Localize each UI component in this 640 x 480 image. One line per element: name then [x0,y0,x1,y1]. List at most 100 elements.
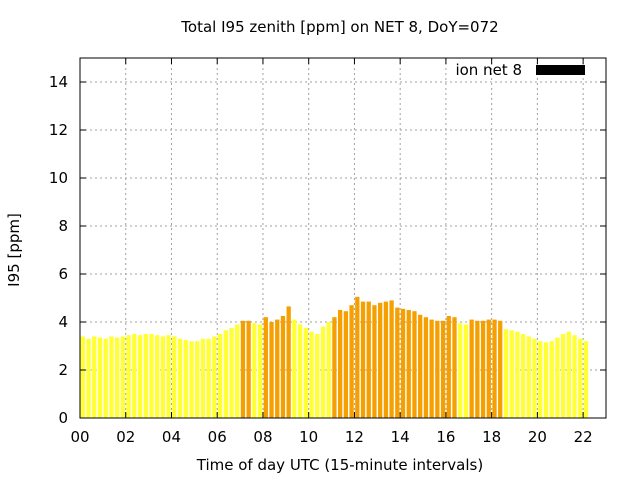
bar-30 [252,323,257,418]
x-tick-label: 18 [482,428,501,446]
bar-11 [143,334,148,418]
bar-57 [406,310,411,418]
bar-18 [183,340,188,418]
bar-66 [458,323,463,418]
bar-33 [269,322,274,418]
x-tick-label: 22 [574,428,593,446]
bar-82 [549,341,554,418]
bar-81 [543,342,549,418]
bar-15 [166,335,171,418]
bar-28 [240,320,246,418]
grid-lines [80,58,606,418]
bar-40 [309,331,314,418]
bar-64 [446,316,451,418]
bar-70 [480,320,486,418]
bar-58 [412,311,417,418]
x-tick-label: 20 [528,428,547,446]
bar-65 [452,317,457,418]
bar-48 [355,296,360,418]
bar-75 [509,330,514,418]
y-tick-label: 2 [58,361,68,379]
bar-76 [515,331,520,418]
bar-29 [246,320,251,418]
y-axis-label: I95 [ppm] [5,213,23,287]
bar-12 [149,334,154,418]
bar-19 [189,341,194,418]
x-tick-label: 12 [345,428,364,446]
bar-23 [212,336,217,418]
bar-87 [578,338,583,418]
bar-84 [560,334,566,418]
y-tick-label: 8 [58,217,68,235]
bar-6 [115,337,120,418]
bar-61 [429,319,434,418]
bar-series [80,296,589,418]
x-tick-label: 02 [116,428,135,446]
bar-24 [217,334,223,418]
bar-36 [286,306,291,418]
bar-78 [526,336,531,418]
bar-0 [80,336,85,418]
x-tick-label: 16 [436,428,455,446]
bar-35 [280,316,286,418]
bar-69 [475,320,480,418]
bar-8 [126,335,131,418]
bar-60 [423,317,429,418]
y-tick-label: 14 [49,73,68,91]
bar-50 [366,301,371,418]
bar-71 [486,319,491,418]
x-axis-label: Time of day UTC (15-minute intervals) [196,456,483,474]
bar-3 [97,337,103,418]
bar-42 [320,326,326,418]
x-tick-label: 04 [162,428,181,446]
bar-1 [86,338,91,418]
bar-80 [538,341,543,418]
bar-2 [92,336,97,418]
bar-67 [463,324,469,418]
bar-68 [469,319,474,418]
bar-77 [520,334,526,418]
y-tick-label: 0 [58,409,68,427]
bar-22 [206,338,211,418]
bar-9 [132,334,137,418]
plot-frame [79,57,607,419]
bar-26 [229,328,234,418]
bar-14 [160,336,166,418]
y-tick-label: 12 [49,121,68,139]
bar-13 [155,335,160,418]
bar-85 [566,331,571,418]
bar-49 [360,301,366,418]
bar-27 [235,324,240,418]
y-tick-label: 6 [58,265,68,283]
bar-73 [498,320,503,418]
chart-title: Total I95 zenith [ppm] on NET 8, DoY=072 [180,18,498,36]
bar-62 [435,320,440,418]
bar-46 [343,311,348,418]
legend-swatch [536,65,585,75]
bar-4 [103,338,108,418]
bar-38 [297,324,303,418]
bar-5 [109,336,114,418]
bar-7 [120,336,126,418]
bar-32 [263,317,268,418]
bar-34 [275,319,280,418]
bar-41 [315,334,320,418]
x-tick-label: 06 [208,428,227,446]
bar-20 [195,341,200,418]
bar-55 [395,307,400,418]
bar-16 [172,336,177,418]
bar-79 [532,338,537,418]
bar-31 [257,324,263,418]
bar-53 [383,301,389,418]
bar-54 [389,300,394,418]
bar-39 [303,328,308,418]
bar-56 [400,308,406,418]
bar-59 [418,314,423,418]
bar-74 [503,329,509,418]
bar-83 [555,337,560,418]
bar-86 [572,335,577,418]
x-tick-label: 10 [299,428,318,446]
y-tick-label: 4 [58,313,68,331]
